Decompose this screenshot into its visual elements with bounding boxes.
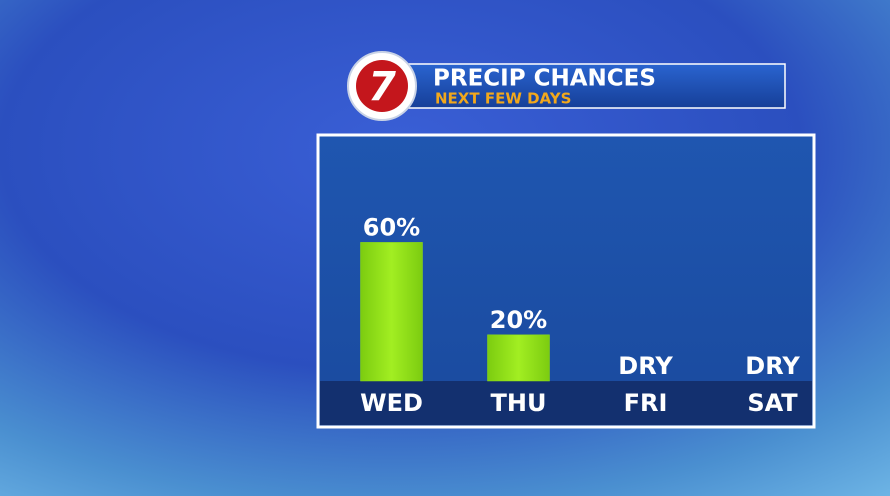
logo-disc <box>356 60 408 112</box>
chart-subtitle: NEXT FEW DAYS <box>435 90 571 108</box>
x-tick-label: WED <box>360 389 423 417</box>
value-label: 60% <box>363 213 420 241</box>
x-tick-label: THU <box>491 389 547 417</box>
bar <box>360 242 423 382</box>
value-label: 20% <box>490 306 547 334</box>
logo-text: 7 <box>368 64 396 110</box>
value-label: DRY <box>618 352 673 380</box>
chart-title: PRECIP CHANCES <box>433 66 656 92</box>
x-tick-label: SAT <box>747 389 798 417</box>
category-band <box>320 381 812 425</box>
bar <box>487 334 550 382</box>
value-label: DRY <box>745 352 800 380</box>
x-tick-label: FRI <box>624 389 668 417</box>
